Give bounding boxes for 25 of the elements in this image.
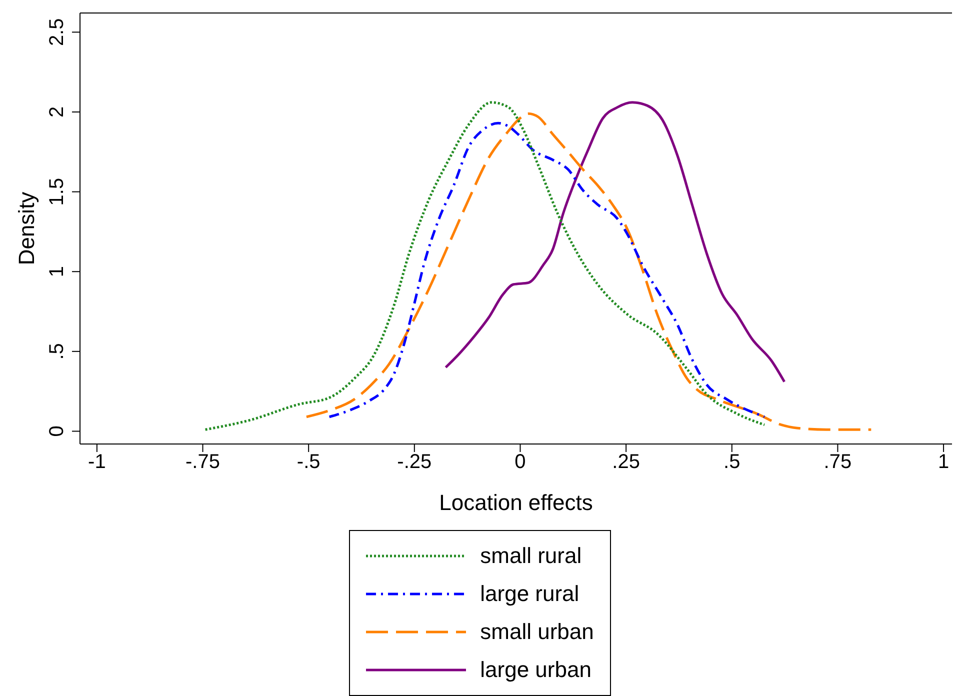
x-tick-label: 0 <box>514 451 526 474</box>
y-tick-label: 0 <box>46 426 68 437</box>
legend-label: small rural <box>480 543 582 569</box>
line-series <box>444 101 786 383</box>
x-tick-label: -.75 <box>186 451 220 474</box>
x-tick-label: 1 <box>938 451 950 474</box>
legend-label: large urban <box>480 657 592 683</box>
y-tick-label: .5 <box>46 343 68 360</box>
x-axis-title: Location effects <box>439 490 593 515</box>
x-tick-label: -.5 <box>296 451 320 474</box>
line-series <box>328 122 766 418</box>
y-tick-label: 2 <box>46 106 68 118</box>
y-tick-label: 1.5 <box>46 178 68 206</box>
legend-label: large rural <box>480 581 580 607</box>
line-series <box>204 101 766 431</box>
y-tick-label: 2.5 <box>46 18 68 46</box>
line-series <box>305 112 872 431</box>
x-tick-label: .75 <box>824 451 852 474</box>
x-tick-label: .5 <box>724 451 740 474</box>
x-tick-label: .25 <box>612 451 640 474</box>
x-tick-label: -1 <box>88 451 106 474</box>
y-tick-label: 1 <box>46 266 68 278</box>
y-axis-title: Density <box>14 192 39 266</box>
x-tick-label: -.25 <box>397 451 432 474</box>
legend-label: small urban <box>480 619 594 645</box>
